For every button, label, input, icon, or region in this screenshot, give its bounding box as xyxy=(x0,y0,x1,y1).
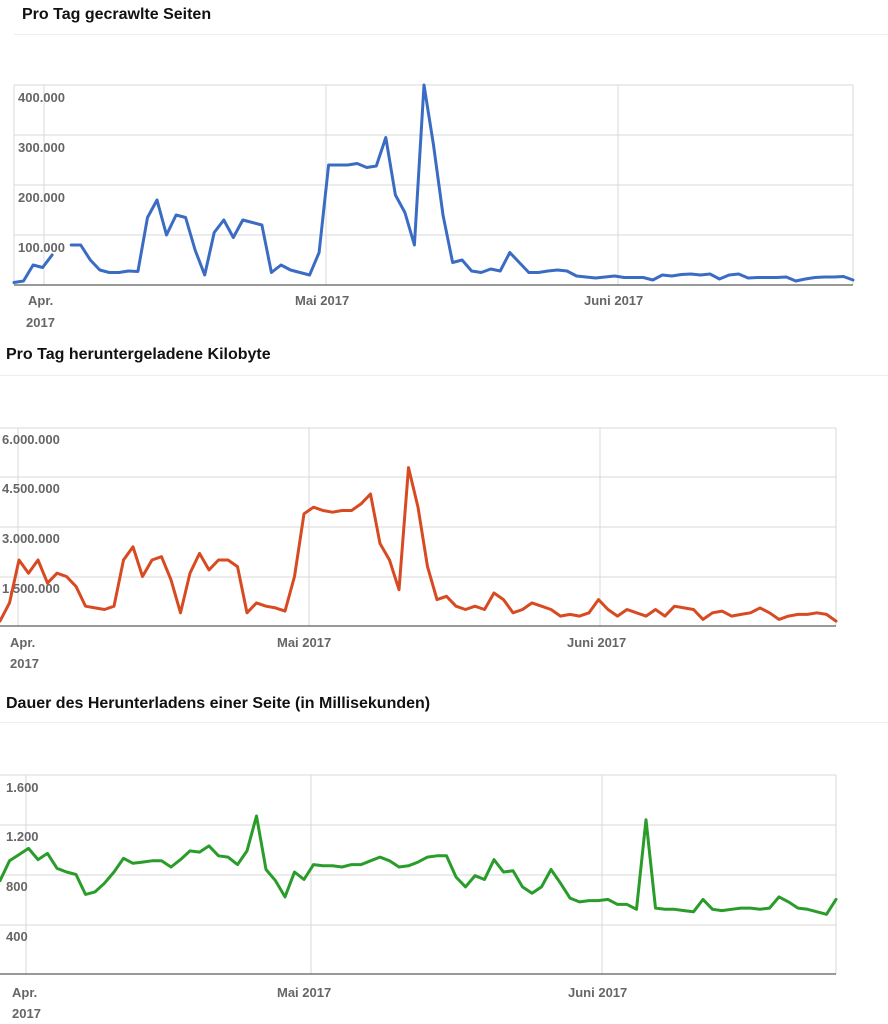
chart-panel-download-duration: Dauer des Herunterladens einer Seite (in… xyxy=(0,685,888,1024)
x-tick-label: Apr. xyxy=(12,985,37,1000)
x-tick-label: Juni 2017 xyxy=(584,293,643,308)
y-tick-label: 6.000.000 xyxy=(2,432,60,447)
title-divider xyxy=(0,375,888,376)
y-tick-label: 1.200 xyxy=(6,829,39,844)
chart-title: Dauer des Herunterladens einer Seite (in… xyxy=(6,695,431,712)
y-tick-label: 400 xyxy=(6,929,28,944)
chart-panel-crawled-pages: Pro Tag gecrawlte Seiten Apr. Mai 2017 J… xyxy=(0,0,888,340)
line-chart-crawled-pages: Apr. Mai 2017 Juni 2017 100.000 200.000 … xyxy=(12,83,855,330)
x-tick-label: Mai 2017 xyxy=(277,985,331,1000)
x-tick-year-label: 2017 xyxy=(12,1006,41,1021)
x-tick-label: Apr. xyxy=(10,635,35,650)
series-line xyxy=(0,814,838,916)
line-chart-downloaded-kilobytes: Mai 2017 Juni 2017 1.500.000 3.000.000 4… xyxy=(0,427,838,671)
line-chart-download-duration: Mai 2017 Juni 2017 400 800 1.200 1.600 A… xyxy=(0,774,838,1021)
chart-title: Pro Tag heruntergeladene Kilobyte xyxy=(6,346,271,363)
x-tick-year-label: 2017 xyxy=(10,656,39,671)
x-tick-year-label: 2017 xyxy=(26,315,55,330)
y-tick-label: 100.000 xyxy=(18,240,65,255)
y-tick-label: 4.500.000 xyxy=(2,481,60,496)
y-tick-label: 3.000.000 xyxy=(2,531,60,546)
y-tick-label: 800 xyxy=(6,879,28,894)
y-tick-label: 1.600 xyxy=(6,780,39,795)
y-tick-label: 200.000 xyxy=(18,190,65,205)
series-line xyxy=(12,83,855,284)
y-tick-label: 300.000 xyxy=(18,140,65,155)
x-tick-label: Mai 2017 xyxy=(277,635,331,650)
x-tick-label: Apr. xyxy=(28,293,53,308)
x-tick-label: Mai 2017 xyxy=(295,293,349,308)
chart-panel-downloaded-kilobytes: Pro Tag heruntergeladene Kilobyte Mai 20… xyxy=(0,340,888,685)
x-tick-label: Juni 2017 xyxy=(567,635,626,650)
x-tick-label: Juni 2017 xyxy=(568,985,627,1000)
y-tick-label: 400.000 xyxy=(18,90,65,105)
title-divider xyxy=(0,722,888,723)
y-tick-label: 1.500.000 xyxy=(2,581,60,596)
chart-title: Pro Tag gecrawlte Seiten xyxy=(22,6,212,23)
title-divider xyxy=(14,34,888,35)
series-line xyxy=(0,466,838,623)
